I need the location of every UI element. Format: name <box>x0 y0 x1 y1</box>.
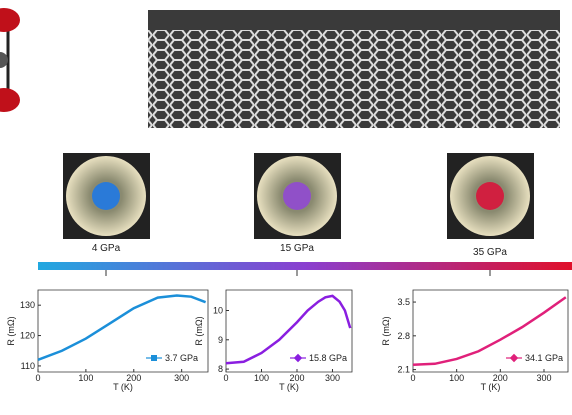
x-tick-label: 0 <box>35 373 40 383</box>
pressure-label: 4 GPa <box>92 243 121 254</box>
sample-photos <box>63 153 534 239</box>
legend-marker <box>151 355 157 361</box>
y-axis-label: R (mΩ) <box>194 316 204 345</box>
data-line <box>38 295 206 359</box>
x-tick-label: 100 <box>78 373 93 383</box>
x-tick-label: 100 <box>254 373 269 383</box>
pressure-bar <box>38 262 572 270</box>
y-tick-label: 9 <box>218 335 223 345</box>
y-tick-label: 2.8 <box>397 331 410 341</box>
legend-label: 3.7 GPa <box>165 353 198 363</box>
figure: 4 GPa 15 GPa 35 GPa 0100200300110120130T… <box>0 0 572 410</box>
y-tick-label: 2.1 <box>397 365 410 375</box>
x-tick-label: 0 <box>223 373 228 383</box>
y-tick-label: 110 <box>21 361 35 371</box>
y-tick-label: 3.5 <box>397 297 410 307</box>
x-axis-label: T (K) <box>279 382 299 392</box>
legend-label: 15.8 GPa <box>309 353 347 363</box>
x-tick-label: 300 <box>536 373 551 383</box>
legend-marker <box>294 354 302 362</box>
y-axis-label: R (mΩ) <box>381 316 391 345</box>
x-tick-label: 100 <box>449 373 464 383</box>
y-tick-label: 8 <box>218 364 223 374</box>
graphene-image <box>148 10 560 128</box>
pressure-label: 35 GPa <box>473 247 507 258</box>
x-axis-label: T (K) <box>113 382 133 392</box>
y-axis-label: R (mΩ) <box>6 316 16 345</box>
legend-marker <box>510 354 518 362</box>
x-tick-label: 0 <box>410 373 415 383</box>
x-axis-label: T (K) <box>481 382 501 392</box>
y-tick-label: 130 <box>20 300 35 310</box>
y-tick-label: 120 <box>20 331 35 341</box>
molecule <box>0 8 20 112</box>
y-tick-label: 10 <box>213 306 223 316</box>
legend-label: 34.1 GPa <box>525 353 563 363</box>
x-tick-label: 300 <box>174 373 189 383</box>
x-tick-label: 300 <box>325 373 340 383</box>
pressure-label: 15 GPa <box>280 243 314 254</box>
